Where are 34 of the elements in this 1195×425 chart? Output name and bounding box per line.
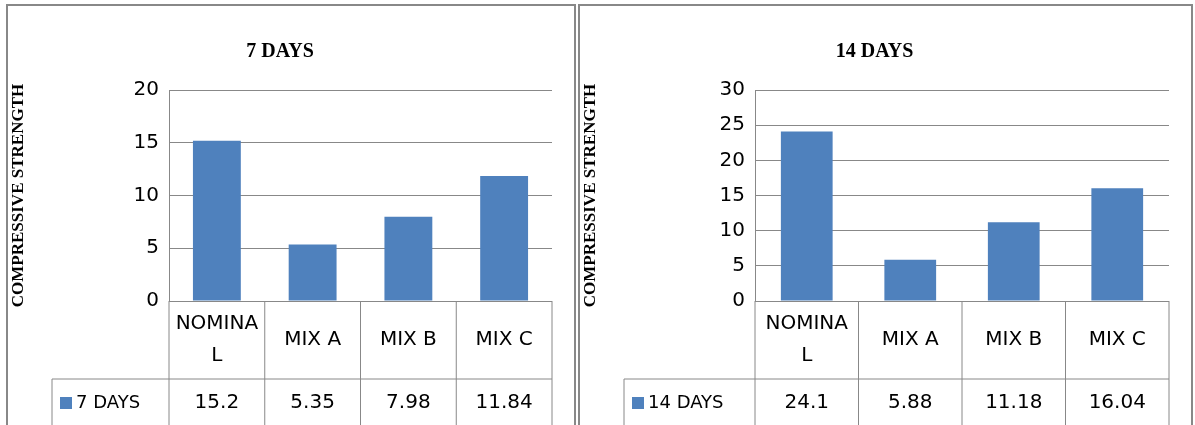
y-tick-label: 20 [719,146,745,171]
y-tick-label: 5 [146,234,159,259]
x-tick-label: MIX B [379,326,437,351]
y-axis-title: COMPRESSIVE STRENGTH [7,83,27,308]
chart-title: 7 DAYS [246,39,314,62]
legend-label: 7 DAYS [76,390,141,412]
y-tick-label: 20 [133,76,159,101]
y-axis-title: COMPRESSIVE STRENGTH [579,83,599,308]
x-tick-label: MIX C [475,326,533,351]
data-label: 16.04 [1088,389,1146,414]
x-tick-label: MIX C [1088,326,1146,351]
data-label: 5.35 [290,389,335,414]
y-tick-label: 30 [719,76,745,101]
legend-label: 14 DAYS [648,390,724,412]
data-label: 11.84 [475,389,533,414]
y-tick-label: 0 [146,287,159,312]
x-tick-label: MIX A [284,326,342,351]
chart-title: 14 DAYS [835,39,914,62]
x-tick-label: MIX B [985,326,1043,351]
y-tick-label: 10 [719,216,745,241]
y-tick-label: 10 [133,181,159,206]
y-tick-label: 0 [732,287,745,312]
data-label: 24.1 [784,389,830,414]
y-tick-label: 5 [732,252,745,277]
x-tick-label: NOMINAL [765,310,849,367]
x-tick-label: NOMINAL [175,310,259,367]
data-label: 5.88 [887,389,933,414]
y-tick-label: 15 [133,128,159,153]
x-tick-label: MIX A [881,326,940,351]
data-label: 15.2 [194,389,240,414]
data-label: 11.18 [985,389,1043,414]
data-label: 7.98 [386,389,431,414]
y-tick-label: 15 [719,181,745,206]
y-tick-label: 25 [719,111,745,136]
